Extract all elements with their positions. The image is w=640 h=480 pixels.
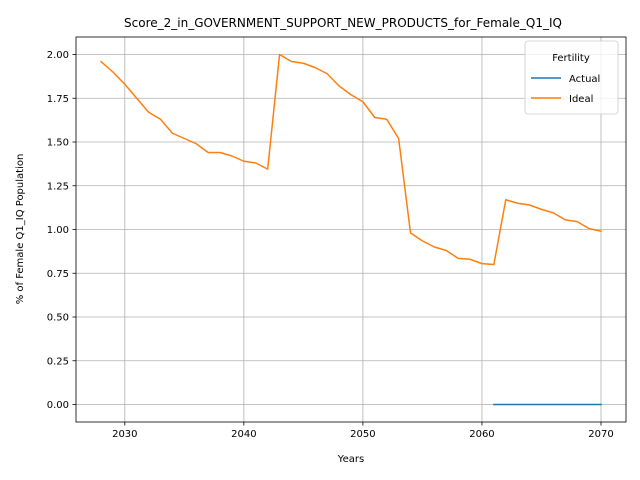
- y-tick-label: 1.75: [47, 94, 69, 105]
- y-tick-label: 0.50: [47, 313, 69, 324]
- x-tick-label: 2070: [588, 429, 613, 440]
- legend: Fertility Actual Ideal: [524, 40, 619, 115]
- x-axis-ticks: 2030 2040 2050 2060 2070: [112, 422, 614, 440]
- y-tick-label: 1.25: [47, 181, 69, 192]
- series-lines: [99, 53, 602, 406]
- x-tick-label: 2060: [469, 429, 494, 440]
- y-tick-label: 0.75: [47, 269, 69, 280]
- x-axis-label: Years: [337, 454, 364, 465]
- legend-box: [524, 40, 619, 115]
- legend-title: Fertility: [552, 53, 590, 64]
- y-tick-label: 0.25: [47, 356, 69, 367]
- y-tick-label: 0.00: [47, 400, 69, 411]
- x-tick-label: 2030: [112, 429, 137, 440]
- chart-title: Score_2_in_GOVERNMENT_SUPPORT_NEW_PRODUC…: [124, 16, 562, 30]
- legend-label-ideal: Ideal: [569, 94, 593, 105]
- legend-label-actual: Actual: [569, 74, 600, 85]
- y-axis-label: % of Female Q1_IQ Population: [15, 154, 26, 305]
- series-line-ideal: [99, 53, 602, 266]
- y-tick-label: 2.00: [47, 50, 69, 61]
- y-tick-label: 1.00: [47, 225, 69, 236]
- y-axis-ticks: 0.00 0.25 0.50 0.75 1.00 1.25 1.50 1.75 2.00: [47, 50, 76, 411]
- x-tick-label: 2050: [350, 429, 375, 440]
- x-tick-label: 2040: [231, 429, 256, 440]
- y-tick-label: 1.50: [47, 138, 69, 149]
